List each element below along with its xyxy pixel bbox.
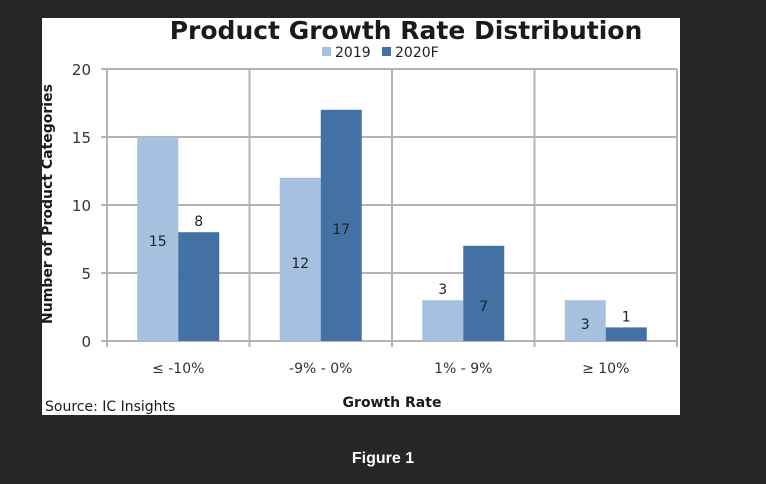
- x-tick-labels: ≤ -10% -9% - 0% 1% - 9% ≥ 10%: [152, 361, 629, 377]
- bar-2019: [422, 300, 464, 341]
- figure-caption: Figure 1: [351, 450, 415, 467]
- x-tick-label: 1% - 9%: [434, 361, 492, 377]
- x-tick-label: -9% - 0%: [289, 361, 352, 377]
- legend-label: 2019: [335, 45, 371, 61]
- data-labels: 15 8 12 17 3 7 3 1: [149, 214, 631, 333]
- y-tick-label: 20: [72, 61, 91, 79]
- x-tick-label: ≤ -10%: [152, 361, 204, 377]
- chart-title: Product Growth Rate Distribution: [170, 18, 643, 45]
- bar-2019: [564, 300, 606, 341]
- data-label: 17: [332, 222, 350, 238]
- y-axis-label: Number of Product Categories: [42, 84, 56, 324]
- data-label: 3: [581, 317, 590, 333]
- legend: 2019 2020F: [322, 45, 439, 61]
- chart-panel: Product Growth Rate Distribution 2019 202…: [42, 18, 680, 415]
- data-label: 7: [479, 299, 488, 315]
- bar-2020F: [605, 327, 647, 341]
- bar-2020F: [178, 232, 220, 341]
- bars: [137, 109, 647, 341]
- legend-label: 2020F: [395, 45, 439, 61]
- y-tick-label: 0: [81, 333, 91, 351]
- y-tick-label: 5: [81, 265, 91, 283]
- data-label: 3: [438, 282, 447, 298]
- bar-2020F: [320, 109, 362, 341]
- data-label: 8: [194, 214, 203, 230]
- y-tick-label: 10: [72, 197, 91, 215]
- source-note: Source: IC Insights: [45, 399, 175, 415]
- x-tick-label: ≥ 10%: [582, 361, 629, 377]
- legend-swatch: [322, 47, 331, 56]
- bar-2019: [279, 177, 321, 341]
- y-tick-label: 15: [72, 129, 91, 147]
- y-tick-labels: 0 5 10 15 20: [72, 61, 91, 351]
- x-axis-label: Growth Rate: [343, 395, 442, 411]
- legend-swatch: [382, 47, 391, 56]
- data-label: 15: [149, 234, 167, 250]
- data-label: 1: [622, 309, 631, 325]
- bar-2020F: [463, 245, 505, 341]
- data-label: 12: [291, 256, 309, 272]
- bar-chart: Product Growth Rate Distribution 2019 202…: [42, 18, 678, 415]
- bar-2019: [137, 137, 179, 341]
